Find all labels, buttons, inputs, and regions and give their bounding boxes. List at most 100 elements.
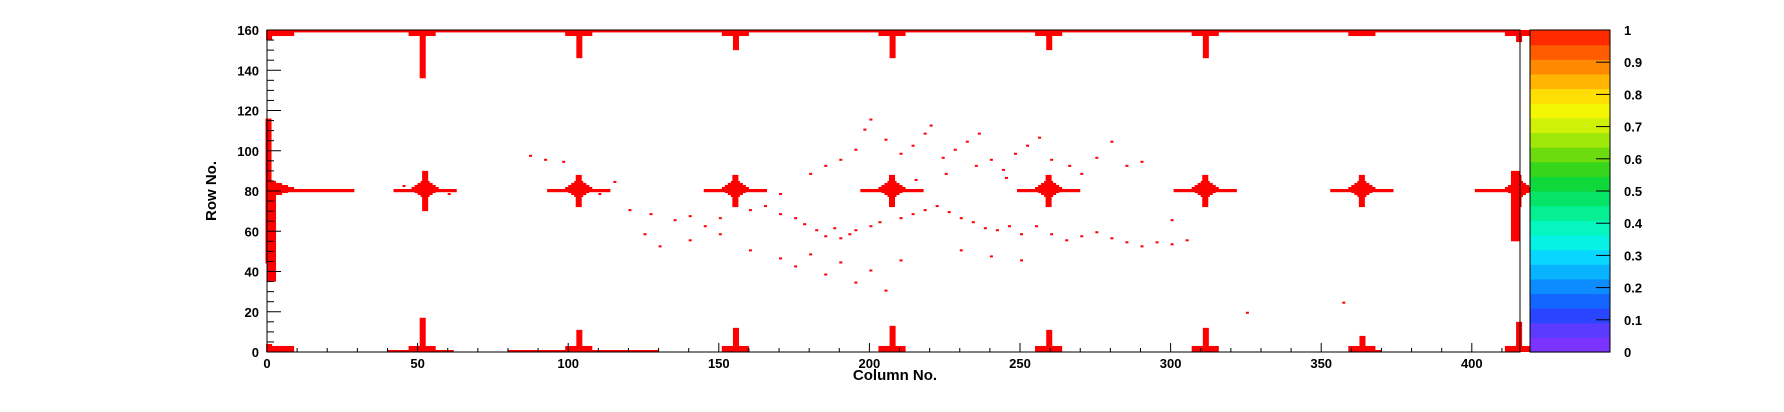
hot-pixel: [1050, 233, 1054, 236]
x-tick-label: 300: [1160, 356, 1182, 371]
x-tick-label: 50: [410, 356, 424, 371]
hot-pixel: [854, 229, 858, 232]
colorbar-band: [1530, 205, 1610, 221]
hot-cross-h-0: [267, 188, 355, 193]
hot-pixel: [1068, 164, 1072, 167]
colorbar-band: [1530, 322, 1610, 338]
heatmap-plot-content: [265, 30, 1563, 353]
colorbar-band: [1530, 278, 1610, 295]
hot-pixel: [914, 178, 918, 181]
hot-pixel: [748, 209, 752, 212]
hot-pixel: [965, 140, 969, 143]
hot-pixel: [1035, 225, 1039, 228]
hot-pixel: [1020, 233, 1024, 236]
hot-pixel: [598, 193, 602, 196]
hot-pixel: [658, 245, 662, 248]
hot-pixel: [824, 164, 828, 167]
hot-pixel: [869, 269, 873, 272]
hot-pixel: [944, 172, 948, 175]
hot-pixel: [809, 172, 813, 175]
hot-pixel: [983, 227, 987, 230]
colorbar-band: [1530, 337, 1610, 353]
hot-cross-core-1: [411, 186, 439, 191]
hot-pixel: [529, 154, 533, 157]
colorbar-band: [1530, 293, 1610, 309]
hot-pixel: [959, 249, 963, 252]
hot-spike-top-base-7: [1348, 30, 1376, 37]
hot-pixel: [899, 217, 903, 220]
hot-pixel: [1342, 301, 1346, 304]
colorbar-tick-label: 0.8: [1624, 87, 1642, 102]
hot-pixel: [839, 237, 843, 240]
hot-pixel: [779, 213, 783, 216]
hot-pixel: [974, 164, 978, 167]
hot-cross-core-3: [721, 186, 749, 191]
hot-pixel: [1065, 239, 1069, 242]
colorbar-band: [1530, 308, 1610, 324]
hot-pixel: [628, 209, 632, 212]
y-tick-label: 20: [245, 305, 259, 320]
hot-pixel: [824, 235, 828, 238]
hot-spike-bottom-base-3: [721, 345, 749, 352]
y-axis-title: Row No.: [203, 161, 220, 221]
hot-cross-core-4: [878, 186, 906, 191]
hot-spike-bottom-2: [576, 329, 583, 352]
hot-spike-top-base-5: [1035, 30, 1063, 37]
hot-spike-bottom-base-8: [1504, 345, 1533, 352]
hot-pixel: [869, 225, 873, 228]
hot-spike-top-5: [1046, 30, 1053, 51]
hot-pixel: [899, 152, 903, 155]
hot-pixel: [1185, 239, 1189, 242]
hot-pixel: [923, 209, 927, 212]
hot-pixel: [848, 233, 852, 236]
hot-pixel: [953, 148, 957, 151]
hot-pixel: [1007, 225, 1011, 228]
colorbar-tick-label: 0.3: [1624, 248, 1642, 263]
hot-spike-top-6: [1202, 30, 1209, 59]
hot-spike-bottom-base-1: [408, 345, 436, 352]
hot-pixel: [402, 184, 406, 187]
hot-pixel: [643, 233, 647, 236]
hot-cross-core-5: [1035, 186, 1063, 191]
hot-pixel: [1125, 164, 1129, 167]
hot-pixel: [1095, 231, 1099, 234]
colorbar-band: [1530, 88, 1610, 104]
hot-spike-top-1: [419, 30, 426, 79]
hot-pixel: [971, 221, 975, 224]
colorbar-band: [1530, 234, 1610, 251]
hot-pixel: [649, 213, 653, 216]
hot-pixel: [544, 158, 548, 161]
hot-spike-bottom-base-7: [1348, 345, 1376, 352]
colorbar-band: [1530, 117, 1610, 134]
hot-pixel: [929, 124, 933, 127]
colorbar-band: [1530, 147, 1610, 163]
hot-pixel: [763, 205, 767, 208]
hot-cross-core-6: [1191, 186, 1219, 191]
hot-pixel: [869, 118, 873, 121]
hot-pixel: [447, 193, 451, 196]
colorbar-tick-label: 0.4: [1624, 216, 1643, 231]
hot-pixel: [935, 205, 939, 208]
hot-pixel: [779, 257, 783, 260]
hot-pixel: [718, 217, 722, 220]
hot-spike-bottom-7: [1359, 335, 1366, 352]
hot-pixel: [803, 223, 807, 226]
hot-spike-top-4: [889, 30, 896, 59]
colorbar-tick-label: 0.2: [1624, 281, 1642, 296]
hot-pixel: [562, 160, 566, 163]
hot-pixel: [884, 138, 888, 141]
colorbar-band: [1530, 191, 1610, 207]
hot-pixel: [878, 221, 882, 224]
hot-pixel: [613, 180, 617, 183]
hot-pixel: [1125, 241, 1129, 244]
hot-spike-top-base-4: [878, 30, 906, 37]
hot-pixel: [1026, 144, 1030, 147]
hot-pixel: [977, 132, 981, 135]
colorbar-tick-label: 0.7: [1624, 120, 1642, 135]
hot-pixel: [1080, 235, 1084, 238]
colorbar-tick-label: 0.9: [1624, 55, 1642, 70]
hot-pixel: [1013, 152, 1017, 155]
x-tick-label: 150: [708, 356, 730, 371]
axes: 0 50 100 150 200 250 300 350 400 0 20 40 60 80 100 120 1…: [237, 23, 1503, 371]
hot-cross-core-7: [1348, 186, 1376, 191]
